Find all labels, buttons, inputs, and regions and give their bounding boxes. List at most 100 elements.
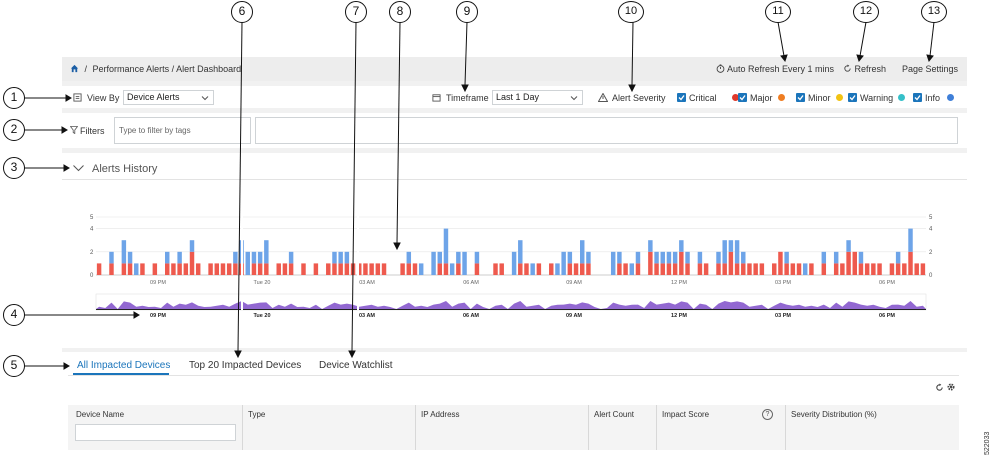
bar-info bbox=[518, 240, 523, 264]
severity-checkbox-critical[interactable] bbox=[677, 93, 686, 102]
bar-critical bbox=[833, 263, 839, 275]
bar-critical bbox=[864, 263, 870, 275]
y-tick-label-left: 5 bbox=[90, 215, 94, 221]
callout-13: 13 bbox=[921, 1, 947, 23]
chevron-down-icon[interactable] bbox=[73, 165, 84, 172]
bar-critical bbox=[189, 251, 195, 275]
view-by-select[interactable]: Device Alerts bbox=[123, 90, 214, 105]
home-icon[interactable] bbox=[70, 64, 79, 73]
severity-checkbox-info[interactable] bbox=[913, 93, 922, 102]
bar-info bbox=[134, 263, 139, 275]
bar-critical bbox=[363, 263, 368, 275]
bar-info bbox=[846, 240, 851, 252]
bar-critical bbox=[846, 251, 851, 275]
alerts-history-title[interactable]: Alerts History bbox=[92, 163, 158, 175]
column-severity-distribution[interactable]: Severity Distribution (%) bbox=[791, 410, 877, 419]
divider bbox=[68, 375, 959, 376]
tag-filter-input[interactable]: Type to filter by tags bbox=[114, 117, 251, 144]
bar-info bbox=[233, 251, 238, 264]
column-divider bbox=[242, 405, 243, 450]
gear-icon[interactable] bbox=[946, 382, 956, 392]
severity-dot-minor bbox=[835, 94, 843, 101]
severity-label-minor: Minor bbox=[808, 93, 831, 103]
navigator-tick-label: 03 PM bbox=[775, 313, 791, 319]
x-tick-label: 03 AM bbox=[359, 280, 375, 286]
bar-critical bbox=[109, 263, 114, 275]
bar-critical bbox=[140, 263, 145, 275]
bar-info bbox=[264, 240, 269, 264]
callout-12: 12 bbox=[853, 1, 879, 23]
column-divider bbox=[588, 405, 589, 450]
bar-info bbox=[728, 240, 734, 252]
tab-top-20-impacted-devices[interactable]: Top 20 Impacted Devices bbox=[189, 360, 302, 371]
bar-critical bbox=[796, 263, 802, 275]
callout-2: 2 bbox=[3, 119, 25, 141]
column-device-name[interactable]: Device Name bbox=[76, 410, 125, 419]
y-tick-label-left: 2 bbox=[90, 250, 94, 256]
bar-info bbox=[177, 251, 182, 264]
severity-dot-info bbox=[947, 94, 955, 101]
breadcrumb-separator: / bbox=[84, 64, 88, 74]
severity-checkbox-warning[interactable] bbox=[848, 93, 857, 102]
device-name-filter-input[interactable] bbox=[75, 424, 236, 441]
callout-4: 4 bbox=[3, 304, 25, 326]
timer-icon bbox=[716, 64, 725, 73]
callout-10: 10 bbox=[618, 1, 644, 23]
navigator-tick-label: 06 PM bbox=[879, 313, 895, 319]
y-tick-label-right: 0 bbox=[929, 273, 933, 279]
bar-critical bbox=[747, 263, 752, 275]
bar-critical bbox=[493, 263, 498, 275]
bar-critical bbox=[195, 263, 201, 275]
bar-critical bbox=[96, 263, 102, 275]
column-impact-score[interactable]: Impact Score bbox=[662, 410, 710, 419]
bar-critical bbox=[902, 263, 907, 275]
severity-label-major: Major bbox=[750, 93, 773, 103]
auto-refresh-control[interactable]: Auto Refresh Every 1 mins bbox=[716, 64, 834, 74]
refresh-icon[interactable] bbox=[935, 383, 944, 392]
bar-critical bbox=[623, 263, 628, 275]
bar-critical bbox=[672, 263, 678, 275]
tab-device-watchlist[interactable]: Device Watchlist bbox=[319, 360, 393, 371]
bar-info bbox=[567, 251, 573, 264]
bar-info bbox=[679, 240, 684, 252]
bar-critical bbox=[871, 263, 876, 275]
bar-info bbox=[666, 251, 672, 264]
tag-filter-area[interactable] bbox=[255, 117, 958, 144]
bar-critical bbox=[121, 263, 127, 275]
chevron-down-icon bbox=[570, 96, 578, 101]
navigator-break bbox=[241, 295, 243, 310]
bar-info bbox=[189, 240, 195, 252]
bar-critical bbox=[852, 251, 857, 275]
column-type[interactable]: Type bbox=[248, 410, 266, 419]
column-alert-count[interactable]: Alert Count bbox=[594, 410, 635, 419]
bar-critical bbox=[685, 263, 690, 275]
refresh-button[interactable]: Refresh bbox=[843, 64, 886, 74]
help-icon[interactable]: ? bbox=[762, 409, 773, 420]
bar-critical bbox=[778, 251, 783, 275]
page-settings-button[interactable]: Page Settings bbox=[902, 64, 958, 74]
x-tick-label: 09 PM bbox=[150, 280, 166, 286]
tab-all-impacted-devices[interactable]: All Impacted Devices bbox=[77, 360, 171, 371]
navigator-tick-label: 09 AM bbox=[566, 313, 582, 319]
bar-critical bbox=[877, 263, 882, 275]
x-tick-label: 12 PM bbox=[671, 280, 687, 286]
tag-filter-placeholder: Type to filter by tags bbox=[119, 126, 191, 135]
timeframe-select[interactable]: Last 1 Day bbox=[492, 90, 583, 105]
column-ip-address[interactable]: IP Address bbox=[421, 410, 460, 419]
y-tick-label-right: 5 bbox=[929, 215, 933, 221]
column-divider bbox=[785, 405, 786, 450]
bar-critical bbox=[301, 263, 306, 275]
bar-critical bbox=[666, 263, 672, 275]
column-divider bbox=[415, 405, 416, 450]
breadcrumb-path[interactable]: Performance Alerts / Alert Dashboard bbox=[92, 64, 242, 74]
bar-info bbox=[617, 251, 622, 264]
bar-critical bbox=[171, 263, 176, 275]
bar-critical bbox=[443, 263, 449, 275]
severity-checkbox-minor[interactable] bbox=[796, 93, 805, 102]
bar-critical bbox=[344, 263, 350, 275]
column-divider bbox=[656, 405, 657, 450]
bar-critical bbox=[499, 263, 504, 275]
severity-checkbox-major[interactable] bbox=[738, 93, 747, 102]
